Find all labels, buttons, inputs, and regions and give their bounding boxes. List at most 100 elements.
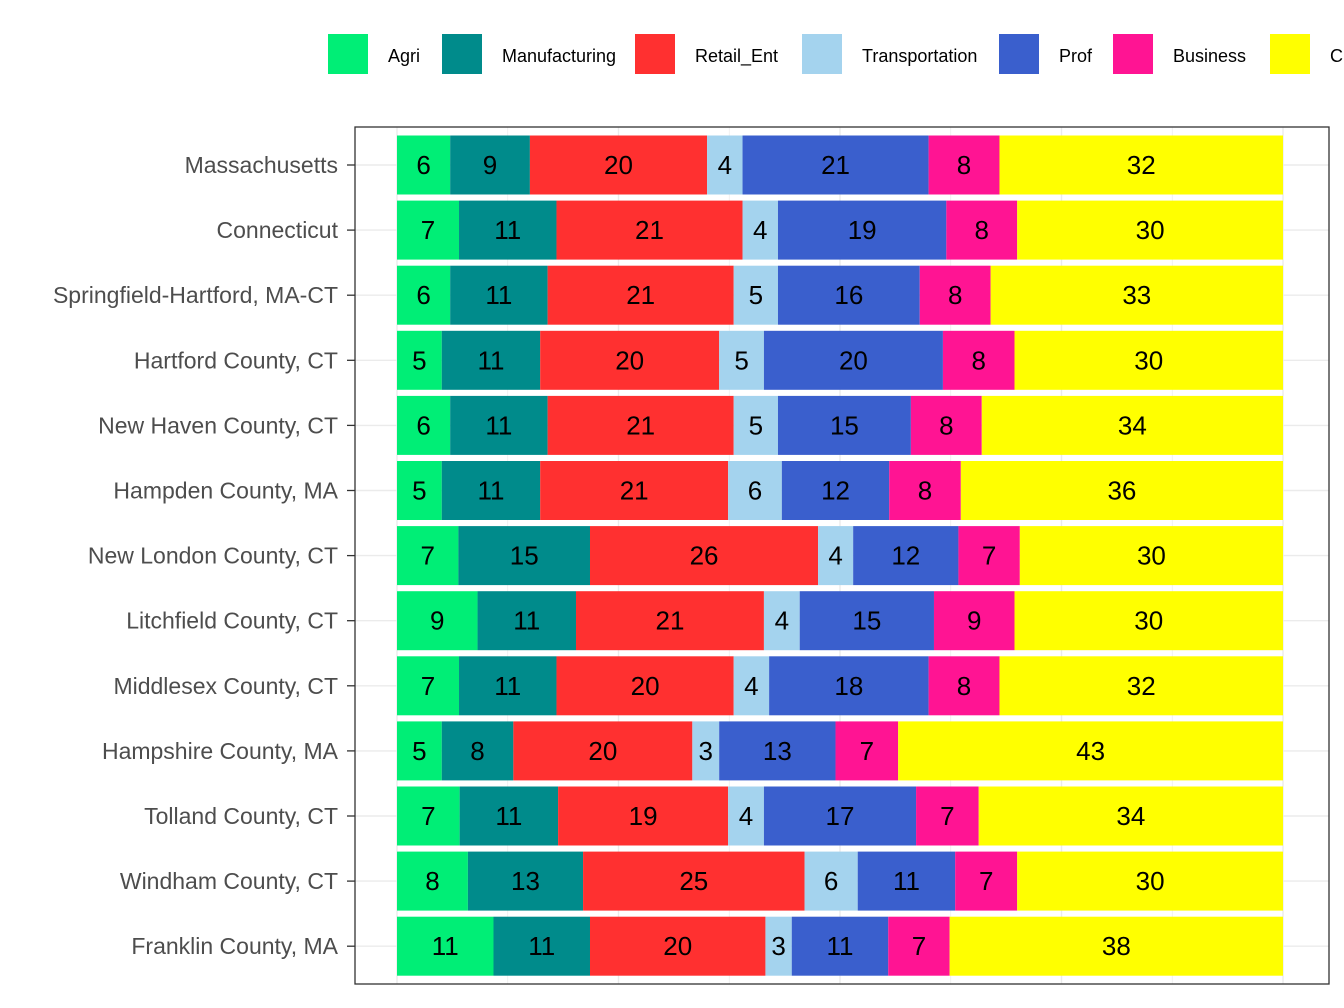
bar-segment-business xyxy=(888,916,950,976)
data-label-transportation: 4 xyxy=(775,606,789,636)
data-label-prof: 19 xyxy=(848,215,877,245)
bar-segment-c xyxy=(999,135,1283,195)
bar-segment-manufacturing xyxy=(493,916,590,976)
bar-segment-agri xyxy=(397,265,451,325)
bar-segment-transportation xyxy=(707,135,743,195)
bar-segment-retail-ent xyxy=(540,461,729,520)
bar-segment-manufacturing xyxy=(450,395,548,455)
bar-segment-c xyxy=(1014,330,1283,390)
data-label-retail-ent: 20 xyxy=(604,150,633,180)
bar-segment-business xyxy=(958,526,1020,586)
bar-segment-agri xyxy=(397,200,460,260)
bar-segment-c xyxy=(999,656,1283,716)
data-label-agri: 9 xyxy=(430,606,444,636)
data-label-agri: 6 xyxy=(416,150,430,180)
legend-item-agri: Agri xyxy=(328,34,420,74)
y-axis-label: Litchfield County, CT xyxy=(126,608,338,634)
bar-segment-manufacturing xyxy=(459,656,557,716)
bar-segment-agri xyxy=(397,395,451,455)
data-label-prof: 11 xyxy=(827,931,854,961)
data-label-c: 32 xyxy=(1127,150,1156,180)
y-axis-label: Middlesex County, CT xyxy=(113,673,338,699)
bar-segment-c xyxy=(1017,851,1283,911)
legend-key xyxy=(635,34,675,74)
bar-segment-agri xyxy=(397,656,460,716)
bar-segment-retail-ent xyxy=(556,656,734,716)
data-label-retail-ent: 21 xyxy=(626,280,655,310)
data-label-business: 7 xyxy=(979,866,993,896)
bar-segment-transportation xyxy=(692,721,720,781)
data-label-transportation: 4 xyxy=(744,671,758,701)
data-label-retail-ent: 25 xyxy=(679,866,708,896)
data-label-transportation: 6 xyxy=(748,476,762,506)
bar-segment-business xyxy=(942,330,1015,390)
bar-segment-retail-ent xyxy=(558,786,729,846)
data-label-transportation: 5 xyxy=(749,410,763,440)
bar-segment-c xyxy=(990,265,1283,325)
data-label-transportation: 6 xyxy=(824,866,838,896)
data-label-transportation: 4 xyxy=(753,215,767,245)
bar-row-hampshire-county-ma: 5 8 20 3 13 7 43 xyxy=(397,721,1283,781)
legend-item-manufacturing: Manufacturing xyxy=(442,34,616,74)
legend-item-prof: Prof xyxy=(999,34,1093,74)
data-label-transportation: 3 xyxy=(699,736,713,766)
data-label-prof: 16 xyxy=(834,280,863,310)
data-label-retail-ent: 20 xyxy=(631,671,660,701)
data-label-retail-ent: 21 xyxy=(626,410,655,440)
data-label-prof: 11 xyxy=(893,866,920,896)
data-label-c: 33 xyxy=(1122,280,1151,310)
data-label-agri: 5 xyxy=(412,736,426,766)
data-label-transportation: 4 xyxy=(828,541,842,571)
bar-row-new-london-county-ct: 7 15 26 4 12 7 30 xyxy=(397,526,1283,586)
legend-key xyxy=(999,34,1039,74)
bar-segment-c xyxy=(1014,591,1283,651)
bar-segment-agri xyxy=(397,916,494,976)
bar-segment-prof xyxy=(799,591,934,651)
bar-segment-prof xyxy=(777,200,947,260)
bar-segment-agri xyxy=(397,721,442,781)
y-axis-label: Massachusetts xyxy=(185,152,338,178)
data-label-c: 30 xyxy=(1134,345,1163,375)
data-label-prof: 15 xyxy=(830,410,859,440)
y-axis-label: Windham County, CT xyxy=(120,868,338,894)
data-label-prof: 20 xyxy=(839,345,868,375)
bar-segment-agri xyxy=(397,526,459,586)
legend-label: C xyxy=(1330,46,1343,66)
data-label-retail-ent: 19 xyxy=(629,801,658,831)
data-label-c: 43 xyxy=(1076,736,1105,766)
bar-segment-transportation xyxy=(818,526,854,586)
data-label-manufacturing: 9 xyxy=(483,150,497,180)
bar-segment-manufacturing xyxy=(450,265,548,325)
data-label-prof: 17 xyxy=(826,801,855,831)
data-label-agri: 7 xyxy=(420,541,434,571)
data-label-business: 7 xyxy=(982,541,996,571)
legend-label: Retail_Ent xyxy=(695,46,778,67)
bar-segment-agri xyxy=(397,786,460,846)
bar-segment-retail-ent xyxy=(540,330,720,390)
bar-segment-manufacturing xyxy=(459,200,557,260)
bar-row-massachusetts: 6 9 20 4 21 8 32 xyxy=(397,135,1283,195)
bar-segment-transportation xyxy=(719,330,764,390)
legend-label: Prof xyxy=(1059,46,1093,66)
data-label-c: 34 xyxy=(1116,801,1145,831)
data-label-c: 30 xyxy=(1136,866,1165,896)
data-label-retail-ent: 21 xyxy=(655,606,684,636)
data-label-business: 7 xyxy=(940,801,954,831)
bar-segment-transportation xyxy=(804,851,858,911)
data-label-prof: 12 xyxy=(821,476,850,506)
data-label-manufacturing: 11 xyxy=(477,476,504,506)
bar-segment-agri xyxy=(397,591,478,651)
bar-segment-retail-ent xyxy=(575,591,764,651)
bar-segment-manufacturing xyxy=(459,786,559,846)
legend-label: Business xyxy=(1173,46,1246,66)
data-label-agri: 8 xyxy=(425,866,439,896)
bar-segment-business xyxy=(910,395,982,455)
bar-segment-business xyxy=(946,200,1018,260)
data-label-agri: 6 xyxy=(416,410,430,440)
bar-row-tolland-county-ct: 7 11 19 4 17 7 34 xyxy=(397,786,1283,846)
bar-segment-transportation xyxy=(728,461,782,520)
data-label-agri: 5 xyxy=(412,476,426,506)
bar-segment-business xyxy=(835,721,899,781)
y-axis-label: New Haven County, CT xyxy=(98,412,338,438)
